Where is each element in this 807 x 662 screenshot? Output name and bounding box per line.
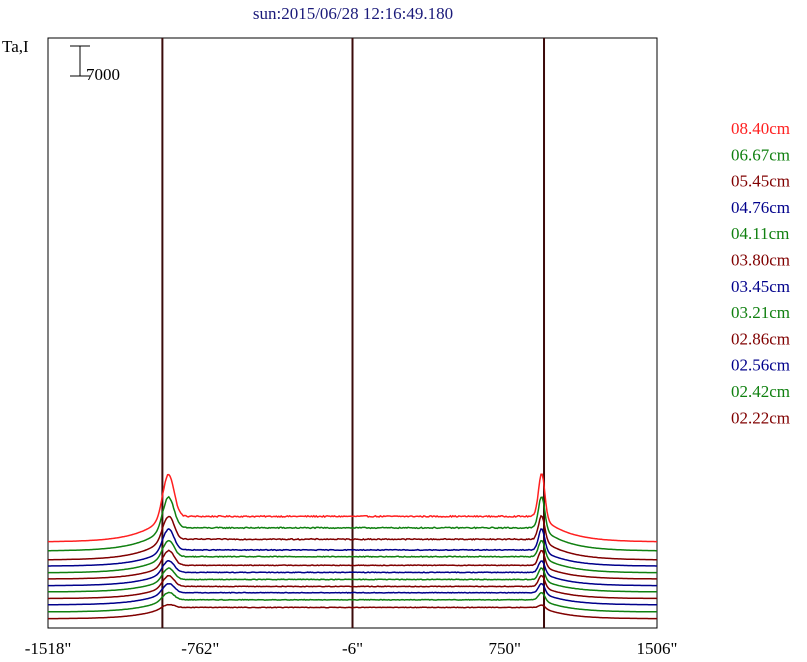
scale-bar-label: 7000 xyxy=(86,65,120,84)
series-line-02.22cm xyxy=(48,603,657,620)
series-line-02.42cm xyxy=(48,591,657,613)
series-layer xyxy=(47,473,658,620)
legend-entry: 06.67cm xyxy=(731,145,790,164)
series-line-08.40cm xyxy=(48,473,657,543)
y-axis-label: Ta,I xyxy=(2,37,29,56)
series-line-04.76cm xyxy=(48,528,657,567)
x-tick-label: -6" xyxy=(342,639,363,658)
legend-entry: 02.22cm xyxy=(731,408,790,427)
series-line-04.11cm xyxy=(47,539,657,574)
legend-entry: 03.21cm xyxy=(731,303,790,322)
series-line-02.86cm xyxy=(48,574,658,600)
legend-entry: 02.42cm xyxy=(731,382,790,401)
x-tick-label: -1518" xyxy=(25,639,72,658)
series-line-05.45cm xyxy=(48,514,657,561)
x-axis-ticks: -1518" -762" -6" 750" 1506" xyxy=(25,639,678,658)
series-line-03.21cm xyxy=(48,567,657,593)
series-line-03.45cm xyxy=(48,560,657,587)
x-tick-label: -762" xyxy=(181,639,219,658)
chart-title: sun:2015/06/28 12:16:49.180 xyxy=(253,4,453,23)
legend: 08.40cm 06.67cm 05.45cm 04.76cm 04.11cm 03.80… xyxy=(731,119,790,427)
legend-entry: 04.76cm xyxy=(731,198,790,217)
legend-entry: 05.45cm xyxy=(731,172,790,191)
x-tick-label: 1506" xyxy=(637,639,678,658)
legend-entry: 02.86cm xyxy=(731,329,790,348)
series-line-02.56cm xyxy=(48,582,657,606)
legend-entry: 04.11cm xyxy=(731,224,789,243)
legend-entry: 08.40cm xyxy=(731,119,790,138)
scale-bar: 7000 xyxy=(70,45,120,84)
series-line-06.67cm xyxy=(48,495,657,552)
x-tick-label: 750" xyxy=(489,639,521,658)
legend-entry: 03.45cm xyxy=(731,277,790,296)
legend-entry: 02.56cm xyxy=(731,356,790,375)
series-line-03.80cm xyxy=(48,549,657,580)
legend-entry: 03.80cm xyxy=(731,251,790,270)
